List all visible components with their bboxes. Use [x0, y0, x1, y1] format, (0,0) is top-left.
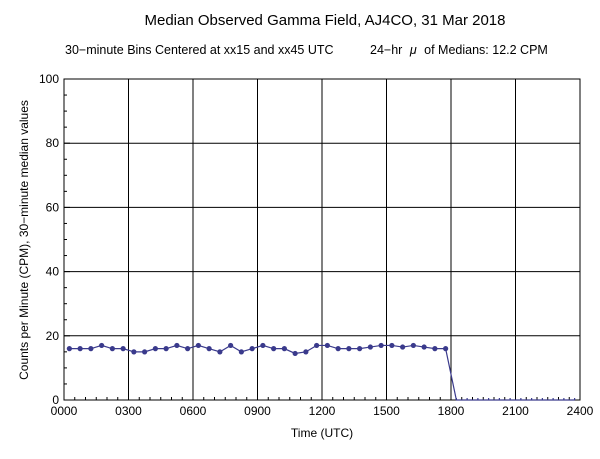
data-point — [238, 349, 244, 355]
data-point — [88, 346, 94, 352]
data-point — [531, 398, 533, 400]
x-tick-label: 2100 — [502, 404, 529, 418]
data-point — [99, 342, 105, 349]
data-point — [541, 398, 543, 400]
data-point — [324, 342, 330, 349]
x-tick-label: 2400 — [567, 404, 594, 418]
axis-ticks: 0000 0300 0600 0900 1200 1500 1800 2100 2400 0 20 4… — [39, 72, 594, 418]
data-point — [66, 346, 72, 352]
series — [66, 342, 576, 401]
data-point — [228, 342, 234, 349]
data-point — [195, 342, 201, 349]
chart-subtitle-right: 24−hr μ of Medians: 12.2 CPM — [370, 43, 548, 57]
data-point — [574, 398, 576, 400]
data-point — [389, 342, 395, 349]
data-point — [217, 349, 223, 355]
y-tick-label: 40 — [46, 265, 60, 279]
data-point — [455, 398, 457, 400]
data-point — [488, 398, 490, 400]
data-point — [346, 346, 352, 352]
data-point — [443, 346, 449, 352]
data-point — [303, 349, 309, 355]
data-point — [260, 342, 266, 349]
data-point — [421, 344, 427, 350]
data-point — [498, 398, 500, 400]
data-point — [249, 346, 255, 352]
x-tick-label: 1800 — [438, 404, 465, 418]
data-point — [563, 398, 565, 400]
chart-subtitle-left: 30−minute Bins Centered at xx15 and xx45… — [65, 43, 334, 57]
data-point — [520, 398, 522, 400]
x-tick-label: 0000 — [51, 404, 78, 418]
data-point — [509, 398, 511, 400]
data-point — [174, 342, 180, 349]
data-point — [466, 398, 468, 400]
data-point — [206, 346, 212, 352]
data-point — [131, 349, 137, 355]
subtitle-mu-symbol: μ — [409, 43, 417, 57]
data-point — [335, 346, 341, 352]
data-point — [185, 346, 191, 352]
data-point — [552, 398, 554, 400]
x-tick-label: 0600 — [180, 404, 207, 418]
grid — [63, 78, 581, 401]
subtitle-right-suffix: of Medians: 12.2 CPM — [424, 43, 548, 57]
x-tick-label: 1500 — [373, 404, 400, 418]
chart-title: Median Observed Gamma Field, AJ4CO, 31 M… — [145, 12, 506, 29]
data-point — [314, 342, 320, 349]
data-point — [120, 346, 126, 352]
x-axis-label: Time (UTC) — [291, 426, 353, 440]
data-point — [378, 342, 384, 349]
y-tick-label: 60 — [46, 200, 60, 214]
x-tick-label: 0300 — [115, 404, 142, 418]
y-tick-label: 20 — [46, 329, 60, 343]
y-tick-label: 100 — [39, 72, 59, 86]
data-point — [163, 346, 169, 352]
y-tick-label: 0 — [52, 393, 59, 407]
data-point — [432, 346, 438, 352]
data-point — [357, 346, 363, 352]
data-point — [142, 349, 148, 355]
y-tick-label: 80 — [46, 136, 60, 150]
data-point — [77, 346, 83, 352]
data-point — [400, 344, 406, 350]
data-point — [109, 346, 115, 352]
data-point — [410, 342, 416, 349]
x-tick-label: 0900 — [244, 404, 271, 418]
subtitle-right-prefix: 24−hr — [370, 43, 402, 57]
data-point — [271, 346, 277, 352]
data-point — [367, 344, 373, 350]
y-axis-label: Counts per Minute (CPM), 30−minute media… — [17, 100, 31, 380]
data-point — [281, 346, 287, 352]
data-point — [292, 350, 298, 357]
x-tick-label: 1200 — [309, 404, 336, 418]
data-point — [477, 398, 479, 400]
data-point — [152, 346, 158, 352]
